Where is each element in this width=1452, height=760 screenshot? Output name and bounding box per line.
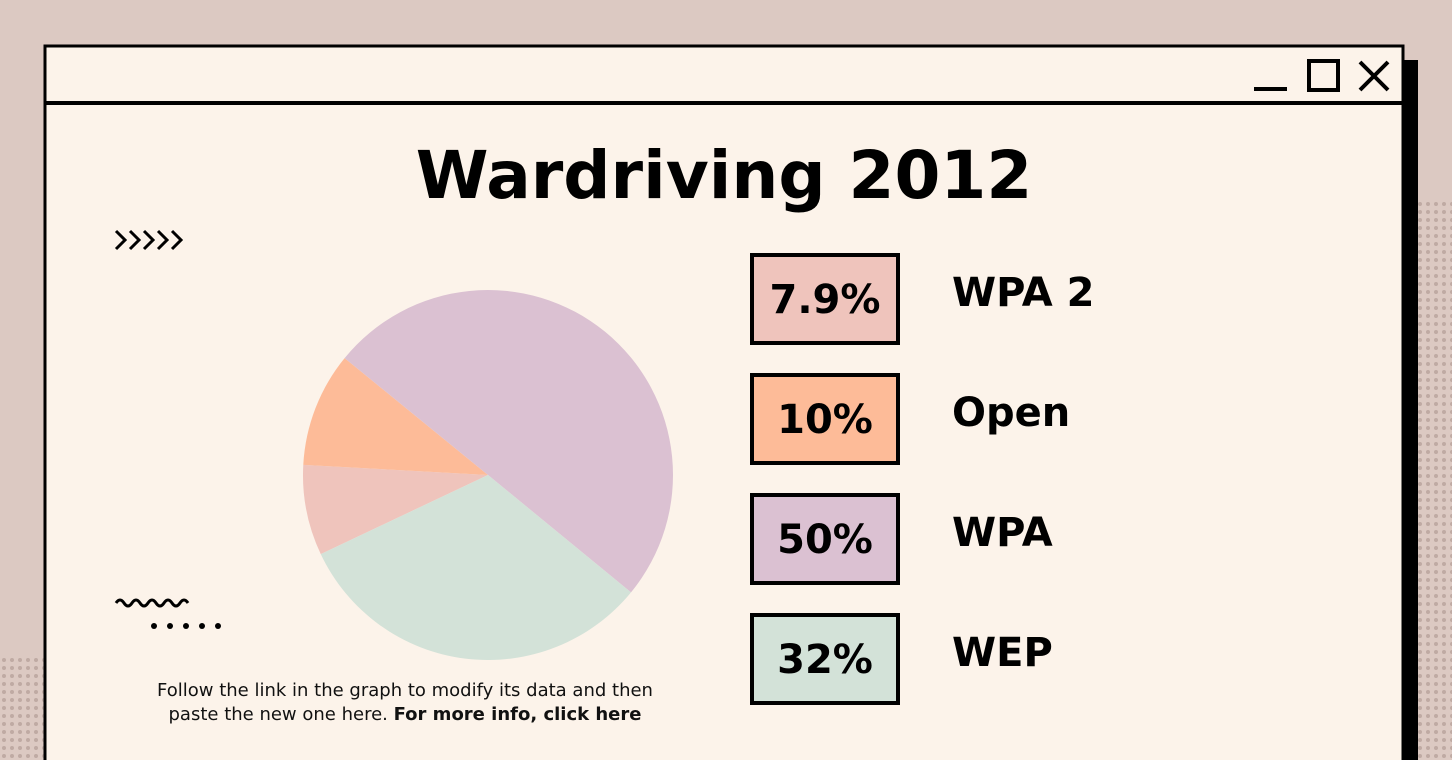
chart-title: Wardriving 2012 (416, 137, 1033, 214)
legend-label: Open (952, 390, 1070, 436)
value-label: 10% (777, 397, 873, 443)
value-label: 7.9% (770, 277, 881, 323)
wave (114, 598, 190, 608)
value-label: 32% (777, 637, 873, 683)
close-button[interactable] (1358, 60, 1390, 92)
maximize-button[interactable] (1307, 59, 1340, 92)
legend-box (750, 493, 900, 585)
legend-label: WEP (952, 630, 1053, 676)
dots (151, 623, 221, 629)
pie-slice (320, 475, 632, 660)
note: Follow the link in the graph to modify i… (157, 680, 653, 725)
dot-pattern (0, 655, 44, 760)
pie-slice (303, 464, 488, 555)
window (43, 44, 1405, 760)
footer-note: Follow the link in the graph to modify i… (130, 679, 680, 727)
legend-label: WPA 2 (952, 270, 1094, 316)
info-link[interactable]: For more info, click here (393, 704, 642, 725)
legend-label: WPA (952, 510, 1053, 556)
legend-box (750, 613, 900, 705)
legend-box (750, 373, 900, 465)
pie-slice (344, 290, 673, 593)
value-label: 50% (777, 517, 873, 563)
dot-pattern (1418, 200, 1452, 760)
pie-slice (303, 358, 488, 475)
legend-box (750, 253, 900, 345)
chevrons (114, 229, 184, 251)
